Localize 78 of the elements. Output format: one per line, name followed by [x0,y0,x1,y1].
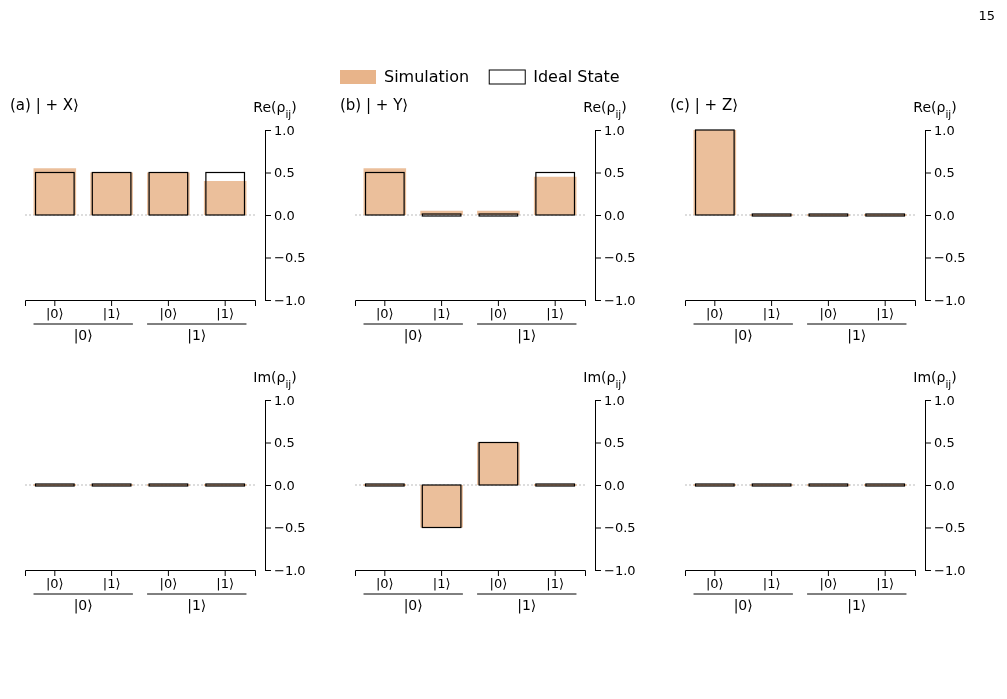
x-tick-label: |0⟩ [159,576,178,592]
x-tick-label: |0⟩ [489,306,508,322]
y-tick-label: 0.0 [934,477,955,493]
y-tick-label: 0.5 [274,435,295,451]
y-tick-label: −0.5 [604,520,636,536]
x-tick-label: |0⟩ [375,576,394,592]
text: |1⟩ [517,327,537,344]
y-axis-title: Re(ρ$_{ij}$) [913,99,957,120]
text: 15 [978,8,995,23]
chart-title: (a) | + X⟩ [10,96,79,114]
x-tick-label: |0⟩ [705,306,724,322]
x-tick-label: |0⟩ [819,576,838,592]
y-tick-label: 0.5 [604,435,625,451]
y-axis-title: Im(ρ$_{ij}$) [913,369,957,390]
x-tick-label: |1⟩ [216,576,235,592]
y-tick-label: 0.5 [604,165,625,181]
y-tick-label: 1.0 [934,122,955,138]
y-tick-label: −0.5 [274,250,306,266]
y-tick-label: 1.0 [274,392,295,408]
x-tick-label: |1⟩ [102,576,121,592]
text: |0⟩ [733,597,753,614]
y-tick-label: −1.0 [604,562,636,578]
x-tick-label: |0⟩ [159,306,178,322]
x-tick-label: |1⟩ [546,576,565,592]
y-tick-label: 0.0 [274,477,295,493]
y-tick-label: 0.0 [604,477,625,493]
legend-label: Ideal State [533,67,620,86]
x-tick-label: |1⟩ [762,306,781,322]
y-axis-title: Im(ρ$_{ij}$) [253,369,297,390]
x-tick-label: |0⟩ [375,306,394,322]
y-tick-label: 0.0 [274,207,295,223]
y-axis-title: Re(ρ$_{ij}$) [253,99,297,120]
x-tick-label: |0⟩ [45,306,64,322]
text: |1⟩ [187,327,207,344]
x-tick-label: |1⟩ [546,306,565,322]
y-tick-label: −1.0 [274,292,306,308]
text: |0⟩ [403,597,423,614]
x-tick-label: |1⟩ [216,306,235,322]
y-tick-label: 0.0 [934,207,955,223]
y-tick-label: 0.0 [604,207,625,223]
x-tick-label: |0⟩ [819,306,838,322]
y-axis-title: Im(ρ$_{ij}$) [583,369,627,390]
legend-label: Simulation [384,67,470,86]
x-tick-label: |0⟩ [489,576,508,592]
y-tick-label: −1.0 [274,562,306,578]
text: |1⟩ [517,597,537,614]
y-tick-label: 1.0 [604,122,625,138]
x-tick-label: |0⟩ [45,576,64,592]
y-axis-title: Re(ρ$_{ij}$) [583,99,627,120]
x-tick-label: |1⟩ [102,306,121,322]
text: |1⟩ [847,597,867,614]
chart-title: (c) | + Z⟩ [670,96,739,114]
x-tick-label: |1⟩ [876,576,895,592]
x-tick-label: |1⟩ [432,306,451,322]
y-tick-label: −1.0 [934,292,966,308]
y-tick-label: 1.0 [274,122,295,138]
y-tick-label: −1.0 [604,292,636,308]
text: |0⟩ [73,327,93,344]
y-tick-label: 0.5 [934,435,955,451]
y-tick-label: −0.5 [934,520,966,536]
text: |1⟩ [187,597,207,614]
x-tick-label: |0⟩ [705,576,724,592]
y-tick-label: −0.5 [274,520,306,536]
y-tick-label: −1.0 [934,562,966,578]
chart-title: (b) | + Y⟩ [340,96,409,114]
y-tick-label: 1.0 [604,392,625,408]
y-tick-label: −0.5 [604,250,636,266]
y-tick-label: 1.0 [934,392,955,408]
x-tick-label: |1⟩ [876,306,895,322]
y-tick-label: 0.5 [934,165,955,181]
x-tick-label: |1⟩ [762,576,781,592]
text: |0⟩ [73,597,93,614]
y-tick-label: 0.5 [274,165,295,181]
text: |1⟩ [847,327,867,344]
text: |0⟩ [733,327,753,344]
text: |0⟩ [403,327,423,344]
x-tick-label: |1⟩ [432,576,451,592]
y-tick-label: −0.5 [934,250,966,266]
